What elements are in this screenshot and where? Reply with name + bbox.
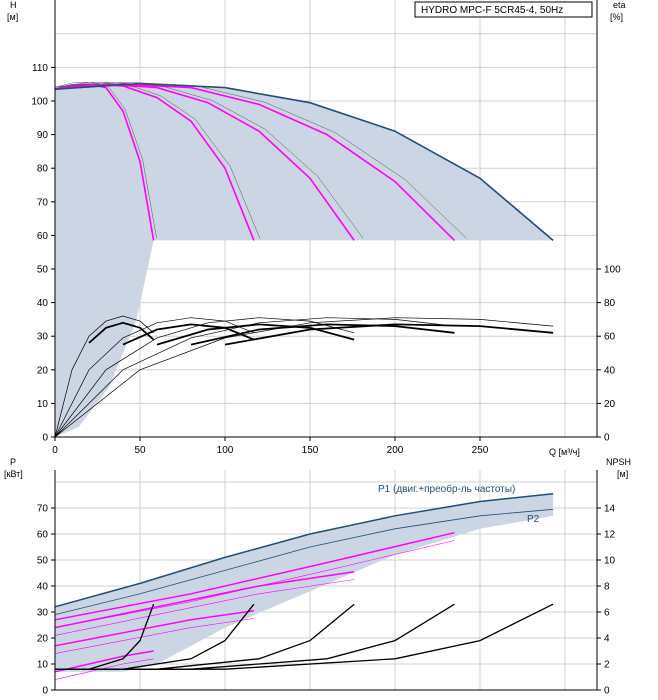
p-axis-label: P	[10, 457, 16, 467]
q-tick-label: 250	[472, 445, 489, 456]
h-tick-label: 30	[37, 332, 49, 343]
eta-operating-curve-3-pumps	[156, 323, 355, 346]
npsh-tick-label: 6	[604, 608, 610, 619]
power-curve-4-pumps	[54, 531, 455, 621]
top-curves	[54, 81, 554, 438]
head-reference-curve	[54, 81, 467, 239]
eta-operating-curve-1-pumps	[88, 321, 155, 344]
h-tick-label: 40	[37, 298, 49, 309]
head-envelope-fill	[55, 83, 554, 437]
npsh-axis-label: NPSH	[606, 457, 631, 467]
power-curve-2-pumps	[54, 609, 255, 647]
eta-operating-curve-2-pumps	[122, 323, 255, 346]
h-tick-label: 20	[37, 365, 49, 376]
npsh-tick-label: 14	[604, 504, 616, 515]
p-axis-unit: [кВт]	[4, 469, 23, 479]
npsh-tick-label: 0	[604, 686, 610, 697]
h-axis-label: H	[10, 0, 17, 10]
head-reference-curve	[54, 81, 261, 239]
h-tick-label: 10	[37, 399, 49, 410]
npsh-tick-label: 12	[604, 530, 616, 541]
top-ticks: 0 10 20 30 40 50 60 70 80 90 100 110 0 20 40 60 80 100 0 50…	[31, 63, 621, 456]
npsh-tick-label: 10	[604, 556, 616, 567]
q-tick-label: 50	[134, 445, 146, 456]
p-tick-label: 60	[37, 530, 49, 541]
p2-curve	[54, 508, 554, 615]
eta-tick-label: 0	[604, 433, 610, 444]
power-p2-curve-2-pumps	[54, 618, 254, 654]
h-axis-unit: [м]	[7, 12, 18, 22]
power-p2-curve-3-pumps	[54, 579, 355, 636]
npsh-tick-label: 2	[604, 660, 610, 671]
h-tick-label: 50	[37, 265, 49, 276]
q-tick-label: 200	[387, 445, 404, 456]
power-p2-curve-1-pumps	[54, 658, 154, 680]
p-tick-label: 0	[42, 686, 48, 697]
h-tick-label: 70	[37, 197, 49, 208]
h-tick-label: 110	[32, 63, 48, 74]
h-tick-label: 100	[31, 97, 48, 108]
eta-curve-1-pumps	[54, 315, 154, 438]
q-tick-label: 0	[52, 445, 58, 456]
eta-axis-label: eta	[613, 0, 626, 10]
eta-operating-curve-5-pumps	[224, 323, 554, 346]
p-tick-label: 20	[37, 634, 49, 645]
head-curve-5-pumps	[54, 82, 554, 242]
npsh-curve-5-pumps	[55, 603, 554, 670]
eta-tick-label: 80	[604, 298, 616, 309]
power-envelope-area	[55, 493, 554, 672]
eta-tick-label: 60	[604, 332, 616, 343]
power-curve-1-pumps	[54, 650, 154, 673]
q-tick-label: 100	[217, 445, 234, 456]
p1-curve	[54, 492, 554, 608]
head-reference-curve	[54, 81, 364, 239]
h-tick-label: 80	[37, 164, 49, 175]
title-box	[414, 1, 593, 18]
bottom-curves	[54, 492, 554, 680]
h-tick-label: 0	[42, 433, 48, 444]
bottom-axes	[54, 470, 598, 691]
q-tick-label: 150	[302, 445, 319, 456]
p-tick-label: 50	[37, 556, 49, 567]
npsh-tick-label: 4	[604, 634, 610, 645]
eta-operating-curve-4-pumps	[190, 323, 455, 346]
q-axis-label: Q [м³/ч]	[549, 447, 580, 457]
head-curve-3-pumps	[54, 83, 355, 241]
power-curve-3-pumps	[54, 570, 355, 629]
eta-tick-label: 40	[604, 365, 616, 376]
power-p2-curve-4-pumps	[54, 540, 455, 628]
head-reference-curve	[54, 81, 157, 239]
p-tick-label: 40	[37, 582, 49, 593]
h-tick-label: 90	[37, 130, 49, 141]
h-tick-label: 60	[37, 231, 49, 242]
top-axes	[54, 0, 598, 438]
npsh-tick-label: 8	[604, 582, 610, 593]
p-tick-label: 70	[37, 504, 49, 515]
p-tick-label: 10	[37, 660, 49, 671]
p2-curve-label: P2	[527, 514, 540, 525]
chart-title: HYDRO MPC-F 5CR45-4, 50Hz	[421, 5, 563, 16]
npsh-axis-unit: [м]	[617, 469, 628, 479]
p-tick-label: 30	[37, 608, 49, 619]
eta-curve-5-pumps	[54, 317, 554, 438]
head-envelope-area	[55, 83, 554, 437]
eta-tick-label: 20	[604, 399, 616, 410]
power-envelope-fill	[55, 493, 554, 672]
eta-axis-unit: [%]	[610, 12, 623, 22]
p1-curve-label: P1 (двиг.+преобр-ль частоты)	[378, 483, 515, 495]
eta-curve-4-pumps	[54, 317, 455, 438]
bottom-ticks: 0 10 20 30 40 50 60 70 0 2 4 6 8 10 12 14	[37, 504, 616, 697]
head-efficiency-panel: 0 10 20 30 40 50 60 70 80 90 100 110 0 20 40 60 80 100 0 50…	[7, 0, 626, 457]
eta-tick-label: 100	[604, 265, 621, 276]
eta-curve-3-pumps	[54, 317, 355, 438]
